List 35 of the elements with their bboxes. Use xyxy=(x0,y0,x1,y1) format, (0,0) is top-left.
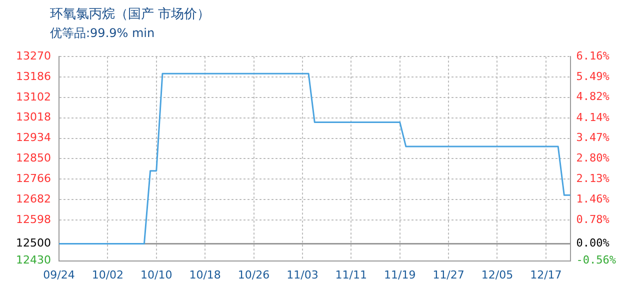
y2-tick-label: -0.56% xyxy=(576,254,616,267)
x-tick-label: 11/19 xyxy=(384,268,416,282)
y2-tick-label: 3.47% xyxy=(576,131,610,144)
y2-tick-label: 0.00% xyxy=(576,236,610,250)
y2-tick-label: 0.78% xyxy=(576,212,610,226)
x-tick-label: 12/05 xyxy=(481,268,514,282)
y-tick-label: 13270 xyxy=(16,49,51,62)
y2-tick-label: 2.80% xyxy=(576,152,610,165)
chart-subtitle: 优等品:99.9% min xyxy=(50,25,156,42)
chart-title: 环氧氯丙烷（国产 市场价） xyxy=(50,6,212,24)
y2-tick-label: 4.82% xyxy=(576,90,610,104)
x-tick-label: 10/18 xyxy=(189,268,221,282)
y-tick-label: 12766 xyxy=(16,172,51,185)
y2-tick-label: 6.16% xyxy=(576,49,610,62)
y-tick-label: 12934 xyxy=(16,131,51,144)
x-tick-label: 09/24 xyxy=(43,268,75,282)
x-tick-label: 10/10 xyxy=(140,268,172,282)
y-tick-label: 13018 xyxy=(16,110,51,124)
y-tick-label: 12682 xyxy=(16,192,51,206)
x-tick-label: 11/11 xyxy=(335,268,367,282)
x-tick-label: 12/17 xyxy=(530,268,562,282)
x-tick-label: 11/27 xyxy=(432,268,464,282)
y-tick-label: 12500 xyxy=(16,236,51,250)
y-tick-label: 12598 xyxy=(16,212,51,226)
y-tick-label: 13186 xyxy=(16,70,51,83)
y-tick-label: 12850 xyxy=(16,152,51,165)
y2-tick-label: 4.14% xyxy=(576,110,610,124)
y-tick-label: 12430 xyxy=(16,254,51,267)
y2-tick-label: 1.46% xyxy=(576,192,610,206)
y-tick-label: 13102 xyxy=(16,90,51,104)
y2-tick-label: 5.49% xyxy=(576,70,610,83)
y2-tick-label: 2.13% xyxy=(576,172,610,185)
x-tick-label: 10/02 xyxy=(92,268,124,282)
x-tick-label: 11/03 xyxy=(286,268,318,282)
x-tick-label: 10/26 xyxy=(238,268,270,282)
